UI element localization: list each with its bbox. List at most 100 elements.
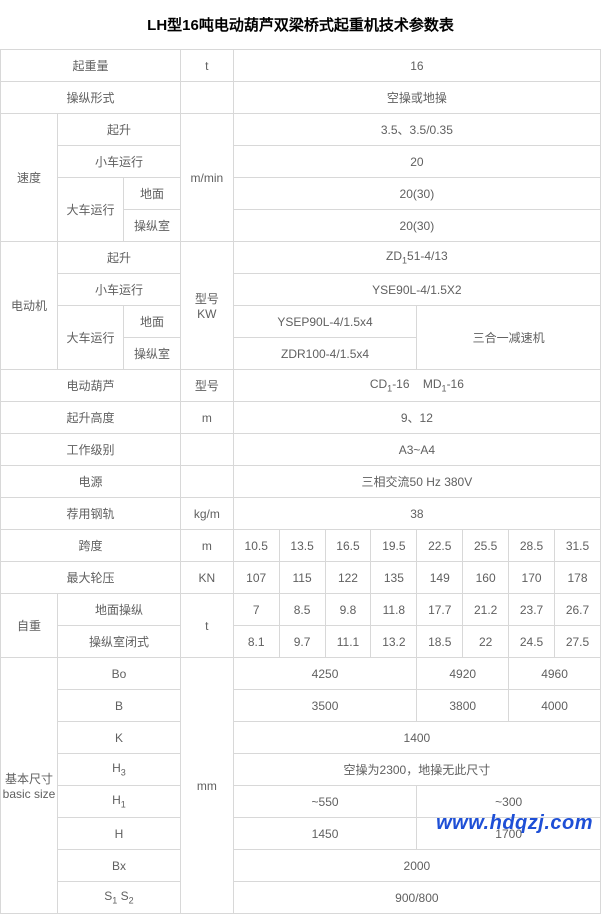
val-speed-trolley: 20 bbox=[233, 146, 600, 178]
val-sw-cabin: 13.2 bbox=[371, 626, 417, 658]
val-hoist: CD1-16 MD1-16 bbox=[233, 370, 600, 402]
label-cabin: 操纵室 bbox=[123, 338, 180, 370]
val-speed-crane-cabin: 20(30) bbox=[233, 210, 600, 242]
table-row: 自重 地面操纵 t 7 8.5 9.8 11.8 17.7 21.2 23.7 … bbox=[1, 594, 601, 626]
table-row: 起重量 t 16 bbox=[1, 50, 601, 82]
val-bo: 4920 bbox=[417, 658, 509, 690]
val-sw-ground: 11.8 bbox=[371, 594, 417, 626]
val-s1s2: 900/800 bbox=[233, 882, 600, 914]
table-row: K 1400 bbox=[1, 722, 601, 754]
cell-empty bbox=[180, 82, 233, 114]
val-max-wheel: 115 bbox=[279, 562, 325, 594]
cell-empty bbox=[180, 434, 233, 466]
val-rail: 38 bbox=[233, 498, 600, 530]
val-speed-crane-ground: 20(30) bbox=[233, 178, 600, 210]
val-sw-ground: 23.7 bbox=[509, 594, 555, 626]
label-h3: H3 bbox=[57, 754, 180, 786]
label-crane: 大车运行 bbox=[57, 178, 123, 242]
val-motor-lift: ZD151-4/13 bbox=[233, 242, 600, 274]
table-row: 速度 起升 m/min 3.5、3.5/0.35 bbox=[1, 114, 601, 146]
label-ground: 地面 bbox=[123, 178, 180, 210]
label-rail: 荐用钢轨 bbox=[1, 498, 181, 530]
table-row: 电动葫芦 型号 CD1-16 MD1-16 bbox=[1, 370, 601, 402]
val-max-wheel: 178 bbox=[554, 562, 600, 594]
table-row: 电动机 起升 型号 KW ZD151-4/13 bbox=[1, 242, 601, 274]
label-control-mode: 操纵形式 bbox=[1, 82, 181, 114]
label-lift-capacity: 起重量 bbox=[1, 50, 181, 82]
table-row: 大车运行 地面 20(30) bbox=[1, 178, 601, 210]
val-motor-crane-cabin: ZDR100-4/1.5x4 bbox=[233, 338, 417, 370]
val-max-wheel: 135 bbox=[371, 562, 417, 594]
label-cabin: 操纵室 bbox=[123, 210, 180, 242]
val-b: 3500 bbox=[233, 690, 417, 722]
spec-table: 起重量 t 16 操纵形式 空操或地操 速度 起升 m/min 3.5、3.5/… bbox=[0, 49, 601, 914]
label-lift: 起升 bbox=[57, 242, 180, 274]
val-sw-cabin: 24.5 bbox=[509, 626, 555, 658]
unit-m: m bbox=[180, 402, 233, 434]
table-row: 小车运行 20 bbox=[1, 146, 601, 178]
val-h3: 空操为2300，地操无此尺寸 bbox=[233, 754, 600, 786]
val-sw-ground: 8.5 bbox=[279, 594, 325, 626]
label-lift-height: 起升高度 bbox=[1, 402, 181, 434]
label-motor: 电动机 bbox=[1, 242, 58, 370]
val-span: 13.5 bbox=[279, 530, 325, 562]
table-row: 荐用钢轨 kg/m 38 bbox=[1, 498, 601, 530]
label-ground-op: 地面操纵 bbox=[57, 594, 180, 626]
val-max-wheel: 149 bbox=[417, 562, 463, 594]
unit-m: m bbox=[180, 530, 233, 562]
val-span: 16.5 bbox=[325, 530, 371, 562]
table-row: Bx 2000 bbox=[1, 850, 601, 882]
label-h1: H1 bbox=[57, 786, 180, 818]
val-span: 31.5 bbox=[554, 530, 600, 562]
table-row: 操纵室闭式 8.1 9.7 11.1 13.2 18.5 22 24.5 27.… bbox=[1, 626, 601, 658]
val-h: 1700 bbox=[417, 818, 601, 850]
val-power: 三相交流50 Hz 380V bbox=[233, 466, 600, 498]
val-span: 10.5 bbox=[233, 530, 279, 562]
label-ground: 地面 bbox=[123, 306, 180, 338]
label-cabin-op: 操纵室闭式 bbox=[57, 626, 180, 658]
val-b: 3800 bbox=[417, 690, 509, 722]
table-row: 起升高度 m 9、12 bbox=[1, 402, 601, 434]
val-k: 1400 bbox=[233, 722, 600, 754]
val-bo: 4250 bbox=[233, 658, 417, 690]
cell-empty bbox=[180, 466, 233, 498]
val-sw-ground: 26.7 bbox=[554, 594, 600, 626]
val-sw-cabin: 27.5 bbox=[554, 626, 600, 658]
label-basic-size: 基本尺寸 basic size bbox=[1, 658, 58, 914]
val-sw-cabin: 18.5 bbox=[417, 626, 463, 658]
table-row: H 1450 1700 bbox=[1, 818, 601, 850]
val-motor-gearbox: 三合一减速机 bbox=[417, 306, 601, 370]
label-b: B bbox=[57, 690, 180, 722]
val-sw-ground: 21.2 bbox=[463, 594, 509, 626]
val-span: 22.5 bbox=[417, 530, 463, 562]
val-h: 1450 bbox=[233, 818, 417, 850]
label-max-wheel: 最大轮压 bbox=[1, 562, 181, 594]
label-span: 跨度 bbox=[1, 530, 181, 562]
label-work-class: 工作级别 bbox=[1, 434, 181, 466]
val-span: 19.5 bbox=[371, 530, 417, 562]
val-sw-ground: 9.8 bbox=[325, 594, 371, 626]
table-row: 大车运行 地面 YSEP90L-4/1.5x4 三合一减速机 bbox=[1, 306, 601, 338]
table-row: 电源 三相交流50 Hz 380V bbox=[1, 466, 601, 498]
val-span: 28.5 bbox=[509, 530, 555, 562]
table-row: 基本尺寸 basic size Bo mm 4250 4920 4960 bbox=[1, 658, 601, 690]
table-row: 小车运行 YSE90L-4/1.5X2 bbox=[1, 274, 601, 306]
label-trolley: 小车运行 bbox=[57, 274, 180, 306]
val-h1: ~300 bbox=[417, 786, 601, 818]
label-self-weight: 自重 bbox=[1, 594, 58, 658]
unit-kgm: kg/m bbox=[180, 498, 233, 530]
table-row: 最大轮压 KN 107 115 122 135 149 160 170 178 bbox=[1, 562, 601, 594]
label-crane: 大车运行 bbox=[57, 306, 123, 370]
val-sw-ground: 17.7 bbox=[417, 594, 463, 626]
table-row: 操纵形式 空操或地操 bbox=[1, 82, 601, 114]
unit-t: t bbox=[180, 594, 233, 658]
label-trolley: 小车运行 bbox=[57, 146, 180, 178]
label-bx: Bx bbox=[57, 850, 180, 882]
val-motor-crane-ground: YSEP90L-4/1.5x4 bbox=[233, 306, 417, 338]
val-b: 4000 bbox=[509, 690, 601, 722]
val-span: 25.5 bbox=[463, 530, 509, 562]
val-lift-height: 9、12 bbox=[233, 402, 600, 434]
unit-t: t bbox=[180, 50, 233, 82]
val-speed-lift: 3.5、3.5/0.35 bbox=[233, 114, 600, 146]
label-model-kw: 型号 KW bbox=[180, 242, 233, 370]
